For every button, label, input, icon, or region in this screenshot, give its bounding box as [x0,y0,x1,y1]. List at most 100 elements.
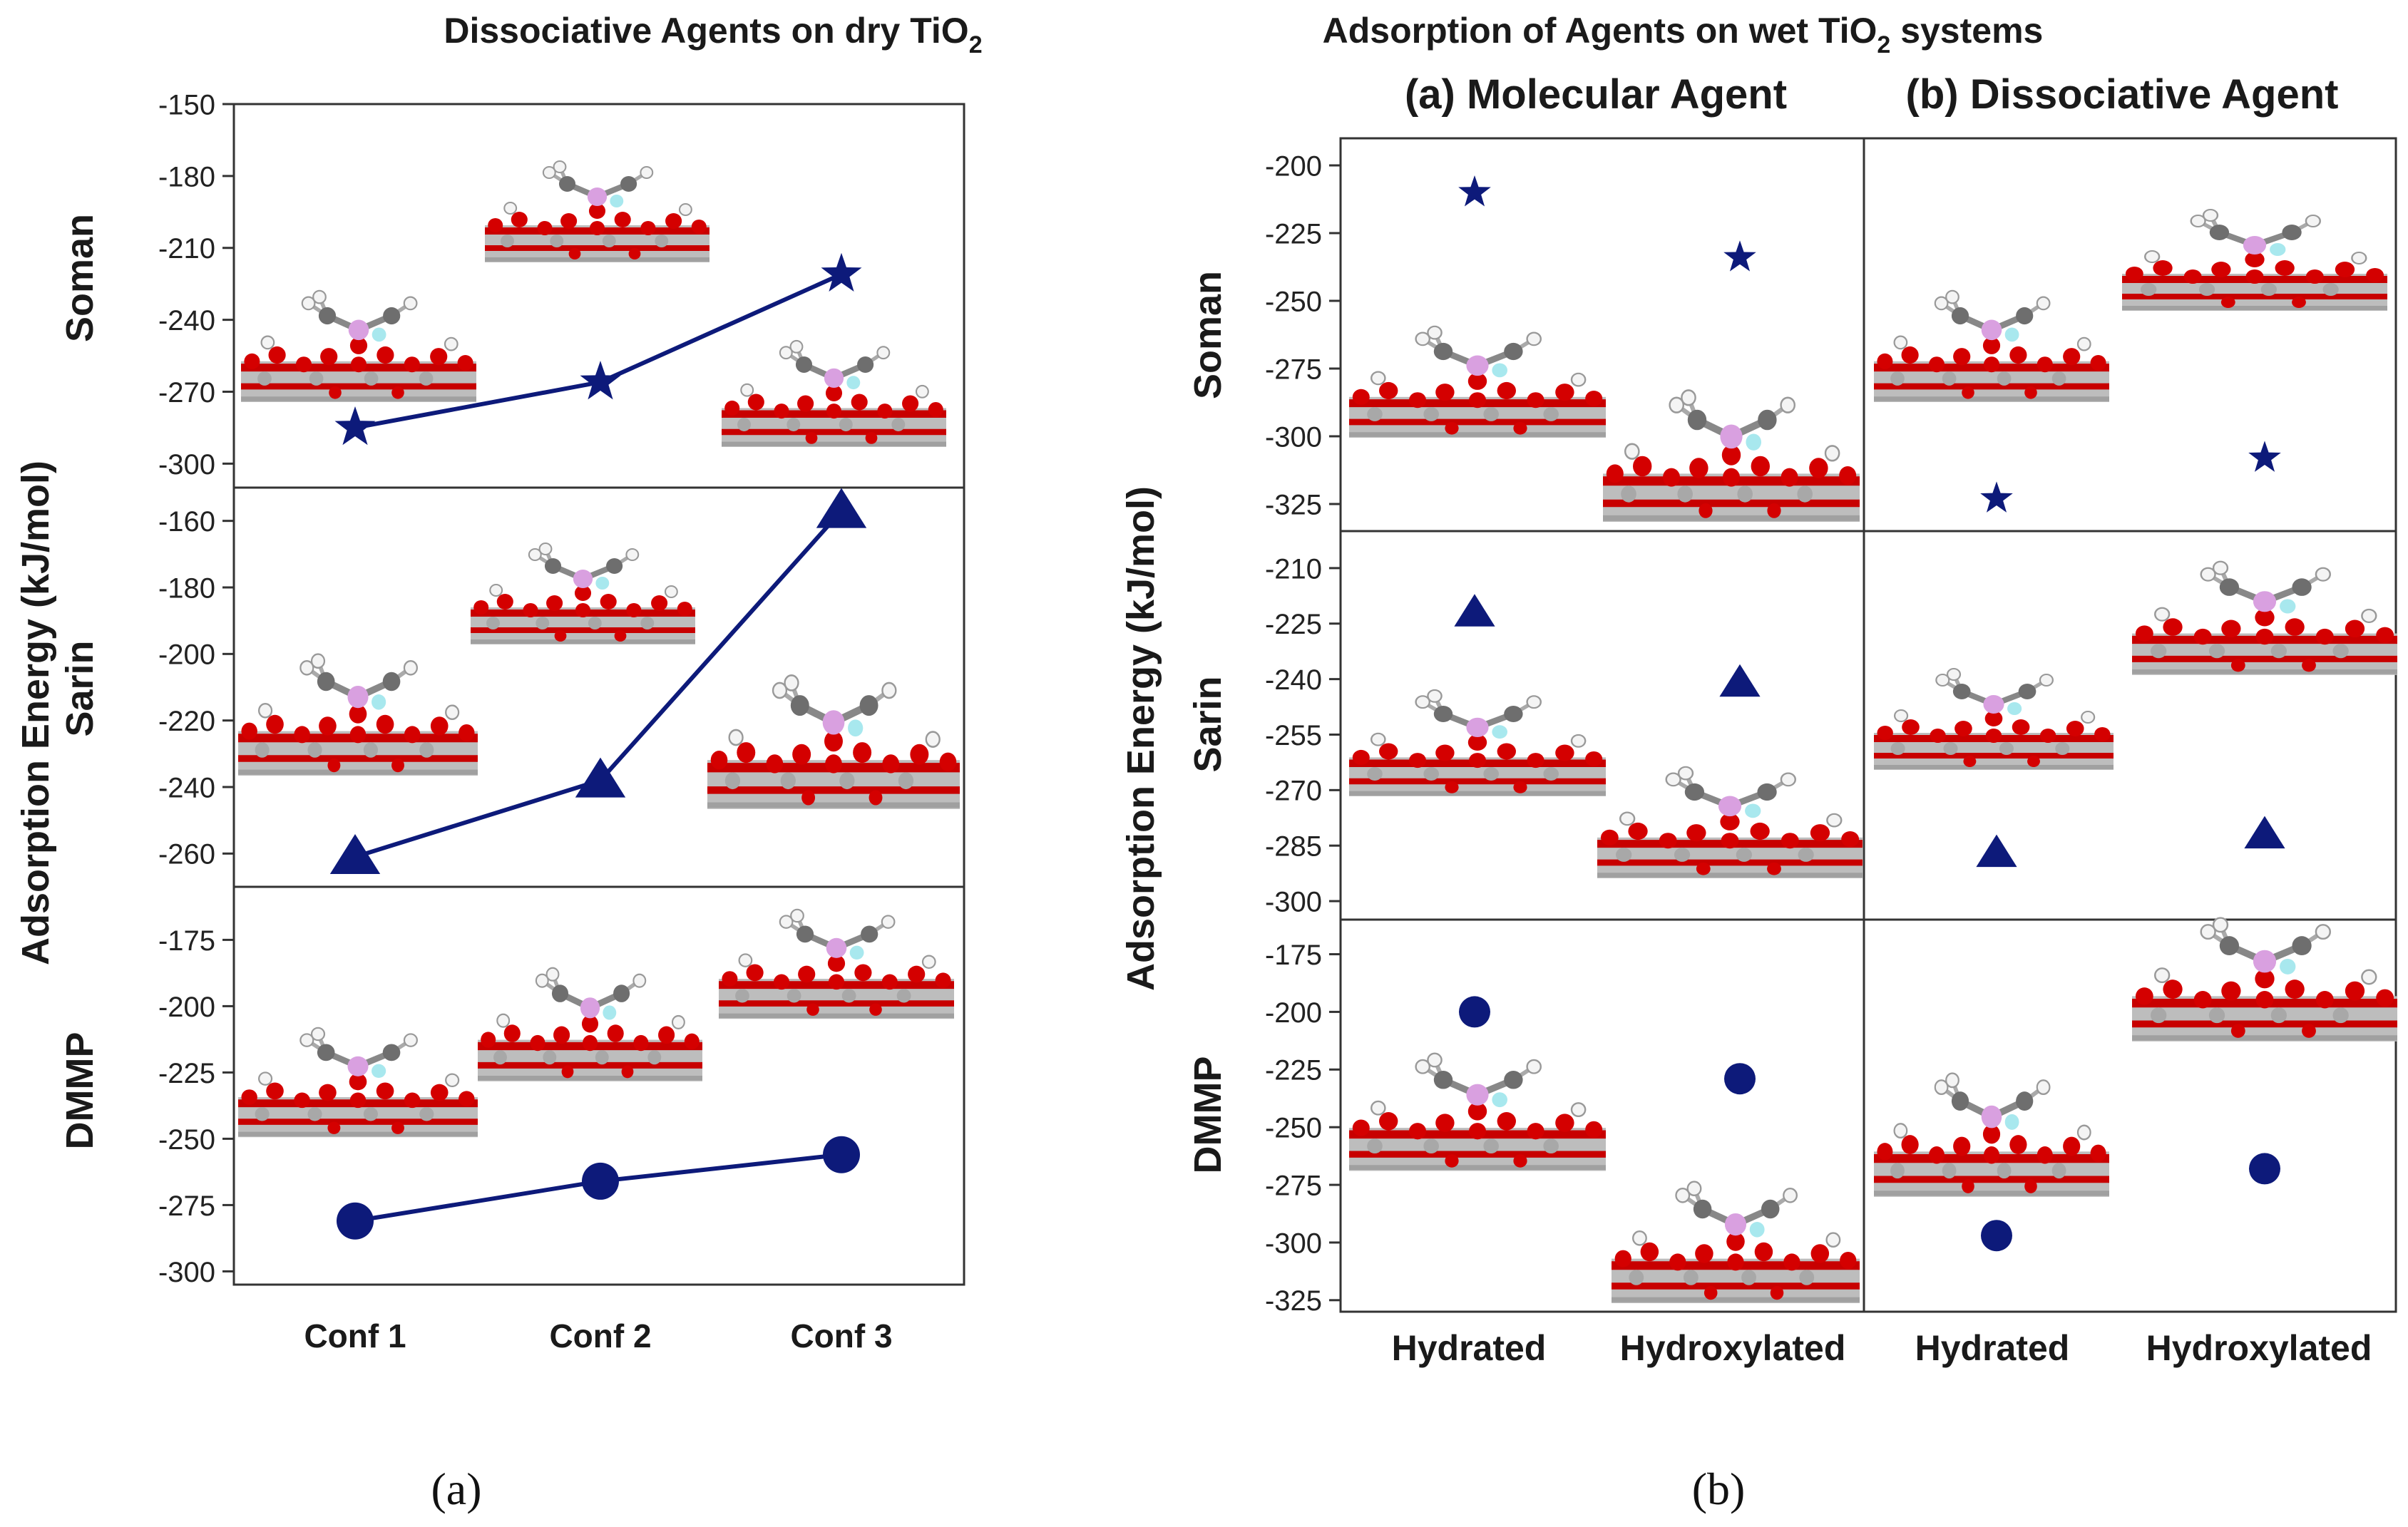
x-tick-label: Hydroxylated [1620,1328,1846,1368]
x-tick-label: Hydrated [1915,1328,2070,1368]
data-point-soman [1458,175,1491,207]
y-tick-label: -210 [158,233,215,264]
data-point-sarin [1719,664,1761,697]
structure-image [722,341,946,447]
data-point-dmmp [823,1136,860,1173]
data-point-soman [1980,481,2013,513]
structure-image [1612,1182,1860,1303]
structure-image [1349,690,1606,796]
y-tick-label: -175 [1265,940,1322,971]
data-point-soman [1723,240,1756,272]
chart-a-structures [238,161,960,1137]
chart-a-plot [232,103,965,1286]
y-tick-label: -325 [1265,489,1322,520]
row-label-dmmp-b: DMMP [1187,1056,1229,1174]
y-tick-label: -300 [1265,421,1322,453]
data-point-dmmp [1981,1220,2012,1252]
structure-image [478,968,702,1081]
chart-a: Dissociative Agents on dry TiO2 -150 -180… [14,11,983,1514]
group-label-molecular: (a) Molecular Agent [1405,71,1787,118]
structure-image [1349,327,1606,438]
row-label-sarin-b: Sarin [1187,676,1229,772]
y-tick-label: -300 [1265,886,1322,917]
y-tick-label: -225 [1265,1055,1322,1086]
x-tick-label: Conf 1 [304,1317,406,1354]
data-point-dmmp [1724,1063,1756,1095]
structure-image [241,291,476,402]
structure-image [1874,669,2114,770]
chart-b-structures [1349,210,2397,1303]
y-tick-label: -300 [158,1257,215,1288]
data-point-soman [580,361,621,400]
y-tick-label: -285 [1265,831,1322,863]
data-point-dmmp [1459,996,1490,1028]
y-tick-label: -270 [158,377,215,408]
y-tick-label: -210 [1265,553,1322,585]
y-tick-label: -255 [1265,720,1322,751]
data-point-sarin [816,488,867,528]
y-tick-label: -220 [158,706,215,737]
y-tick-label: -225 [158,1058,215,1089]
group-label-dissociative: (b) Dissociative Agent [1906,71,2339,118]
x-tick-label: Conf 3 [790,1317,892,1354]
chart-b: Adsorption of Agents on wet TiO2 systems… [1120,11,2397,1514]
structure-image [2132,562,2397,675]
y-tick-label: -250 [1265,1113,1322,1144]
data-point-dmmp [337,1202,374,1240]
x-tick-label: Hydroxylated [2146,1328,2372,1368]
y-tick-label: -250 [158,1124,215,1156]
x-tick-label: Conf 2 [549,1317,651,1354]
row-label-soman-a: Soman [58,214,101,342]
structure-image [238,1028,478,1137]
data-point-sarin [575,757,626,798]
data-point-sarin [1976,834,2017,868]
y-tick-label: -240 [158,305,215,336]
structure-image [1597,767,1863,878]
structure-image [471,543,695,644]
series-line-soman [354,272,843,430]
y-tick-label: -225 [1265,609,1322,640]
panel-label-a: (a) [431,1464,481,1514]
y-tick-label: -200 [158,639,215,671]
y-tick-label: -300 [1265,1228,1322,1259]
structure-image [1349,1054,1606,1171]
y-tick-label: -200 [1265,150,1322,182]
y-axis-title-b: Adsorption Energy (kJ/mol) [1120,486,1162,991]
structure-image [238,654,478,776]
y-tick-label: -240 [158,772,215,803]
y-tick-label: -160 [158,506,215,538]
y-tick-label: -150 [158,89,215,120]
y-tick-label: -200 [1265,997,1322,1029]
row-label-dmmp-a: DMMP [58,1032,101,1150]
structure-image [2132,918,2397,1042]
y-tick-label: -180 [158,572,215,604]
data-point-sarin [1454,594,1495,627]
y-axis-title-a: Adsorption Energy (kJ/mol) [14,461,57,965]
data-point-dmmp [2249,1153,2280,1185]
y-tick-label: -300 [158,449,215,480]
chart-b-plot [1339,137,2397,1313]
row-label-soman-b: Soman [1187,271,1229,399]
y-tick-label: -275 [1265,1170,1322,1201]
y-tick-label: -270 [1265,776,1322,807]
structure-image [2122,210,2387,311]
y-tick-label: -200 [158,992,215,1023]
data-point-soman [821,252,862,292]
data-point-sarin [2244,816,2285,849]
y-tick-label: -260 [158,839,215,870]
structure-image [719,910,954,1019]
panel-label-b: (b) [1692,1464,1746,1514]
structure-image [1874,1074,2109,1197]
y-tick-label: -275 [158,1191,215,1222]
row-label-sarin-a: Sarin [58,640,101,736]
y-tick-label: -225 [1265,218,1322,250]
y-tick-label: -240 [1265,664,1322,696]
structure-image [485,161,709,262]
y-tick-label: -250 [1265,286,1322,317]
structure-image [1603,390,1860,522]
data-point-dmmp [582,1162,619,1200]
x-tick-label: Hydrated [1392,1328,1547,1368]
y-tick-label: -180 [158,161,215,192]
y-tick-label: -175 [158,925,215,957]
